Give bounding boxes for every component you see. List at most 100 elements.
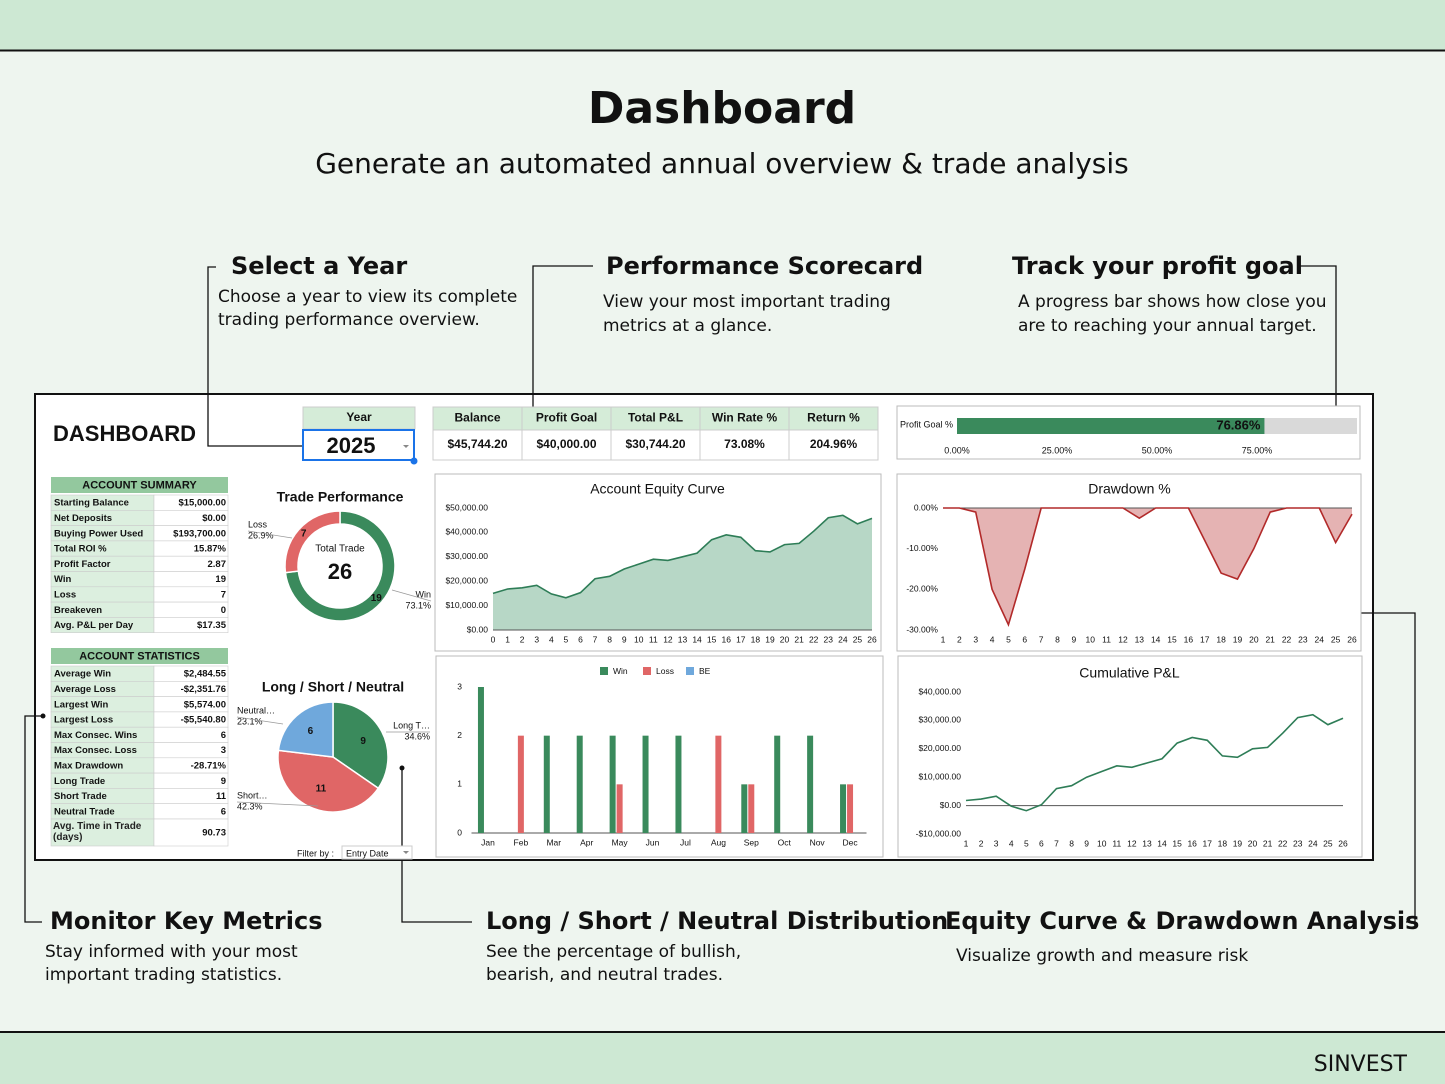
chart-title: Long / Short / Neutral	[262, 679, 404, 695]
legend-swatch	[643, 667, 651, 675]
x-tick-label: 25	[853, 634, 863, 644]
slice-category: Win	[416, 589, 432, 599]
y-tick-label: $10,000.00	[445, 600, 488, 610]
score-value: 204.96%	[810, 437, 858, 451]
top-band	[0, 0, 1445, 50]
callout-text: A progress bar shows how close you	[1018, 292, 1327, 312]
score-value: $40,000.00	[536, 437, 596, 451]
x-tick-label: 10	[1097, 838, 1107, 848]
connector	[401, 768, 472, 923]
score-value-cell	[788, 429, 879, 461]
x-tick-label: 6	[1022, 634, 1027, 644]
x-tick-label: 16	[721, 634, 731, 644]
bar	[748, 784, 755, 833]
progress-label: 76.86%	[1216, 417, 1261, 432]
callout-text: Stay informed with your most	[45, 942, 298, 962]
row-label: Starting Balance	[54, 498, 129, 509]
row-value: -28.71%	[191, 760, 227, 771]
row-value: $17.35	[197, 620, 227, 631]
legend-label: BE	[699, 666, 711, 676]
score-header: Return %	[807, 411, 860, 425]
score-value-cell	[521, 429, 612, 461]
score-header: Win Rate %	[712, 411, 778, 425]
slice-category: Neutral…	[237, 705, 275, 715]
x-tick-label: 1	[505, 634, 510, 644]
y-tick-label: $40,000.00	[445, 527, 488, 537]
x-tick-label: 7	[593, 634, 598, 644]
value-cell	[153, 586, 229, 603]
row-value: $193,700.00	[173, 528, 226, 539]
callout-title: Long / Short / Neutral Distribution	[486, 907, 948, 935]
y-tick-label: $40,000.00	[918, 686, 961, 696]
x-tick-label: Jan	[481, 837, 495, 847]
slice-share: 42.3%	[237, 801, 263, 811]
x-tick-label: 20	[780, 634, 790, 644]
row-value: 6	[221, 730, 226, 741]
x-tick-label: 17	[736, 634, 746, 644]
y-tick-label: $30,000.00	[445, 551, 488, 561]
y-tick-label: $0.00	[940, 800, 962, 810]
score-value: $45,744.20	[447, 437, 507, 451]
x-tick-label: 26	[1338, 838, 1348, 848]
brand: SINVEST	[1314, 1052, 1408, 1077]
x-tick-label: 14	[1157, 838, 1167, 848]
y-tick-label: -10.00%	[906, 543, 938, 553]
donut-total: 26	[328, 559, 352, 584]
value-cell	[153, 601, 229, 618]
x-tick-label: 8	[1069, 838, 1074, 848]
row-value: 6	[221, 806, 226, 817]
slice-value: 11	[316, 784, 327, 795]
callout-text: important trading statistics.	[45, 965, 282, 985]
x-tick-label: 17	[1203, 838, 1213, 848]
x-tick-label: Nov	[810, 837, 826, 847]
y-tick-label: 0	[457, 827, 462, 837]
row-value: 0	[221, 605, 226, 616]
bar	[576, 735, 583, 833]
y-tick-label: $10,000.00	[918, 771, 961, 781]
dropdown-arrow	[403, 851, 409, 854]
slice-share: 26.9%	[248, 530, 274, 540]
callout-title: Select a Year	[231, 252, 407, 280]
x-tick-label: 2	[520, 634, 525, 644]
y-tick-label: 1	[457, 779, 462, 789]
bar	[609, 735, 616, 833]
x-tick-label: 3	[973, 634, 978, 644]
dot	[40, 713, 46, 719]
connectors	[24, 265, 1416, 923]
row-label: Max Consec. Wins	[54, 730, 137, 741]
slice	[332, 701, 389, 790]
row-value: 2.87	[208, 559, 227, 570]
x-tick-label: 14	[692, 634, 702, 644]
x-tick-label: Dec	[842, 837, 858, 847]
connector	[1300, 265, 1337, 423]
bar	[807, 735, 814, 833]
x-tick-label: 26	[1347, 634, 1357, 644]
y-tick-label: -$10,000.00	[916, 828, 962, 838]
row-value: -$5,540.80	[181, 715, 226, 726]
x-tick-label: 4	[1009, 838, 1014, 848]
x-tick-label: 21	[1263, 838, 1273, 848]
row-value: -$2,351.76	[181, 684, 226, 695]
x-tick-label: 3	[534, 634, 539, 644]
year-select	[302, 429, 415, 461]
slice-category: Short…	[237, 790, 268, 800]
row-label: Total ROI %	[54, 544, 107, 555]
x-tick-label: 17	[1200, 634, 1210, 644]
page-title: Dashboard	[588, 83, 856, 134]
slice-share: 34.6%	[404, 731, 430, 741]
bar	[517, 735, 524, 833]
x-tick-label: 2	[979, 838, 984, 848]
row-label: Long Trade	[54, 776, 105, 787]
callout-text: Choose a year to view its complete	[218, 287, 517, 307]
y-tick-label: $30,000.00	[918, 715, 961, 725]
table-title: ACCOUNT SUMMARY	[82, 479, 197, 491]
x-tick-label: 25	[1323, 838, 1333, 848]
y-tick-label: $0.00	[467, 624, 489, 634]
row-value: 9	[221, 776, 226, 787]
x-tick-label: 23	[1293, 838, 1303, 848]
legend-label: Loss	[656, 666, 674, 676]
slice-value: 19	[371, 593, 383, 604]
bar	[847, 784, 854, 833]
row-label: Max Consec. Loss	[54, 745, 137, 756]
